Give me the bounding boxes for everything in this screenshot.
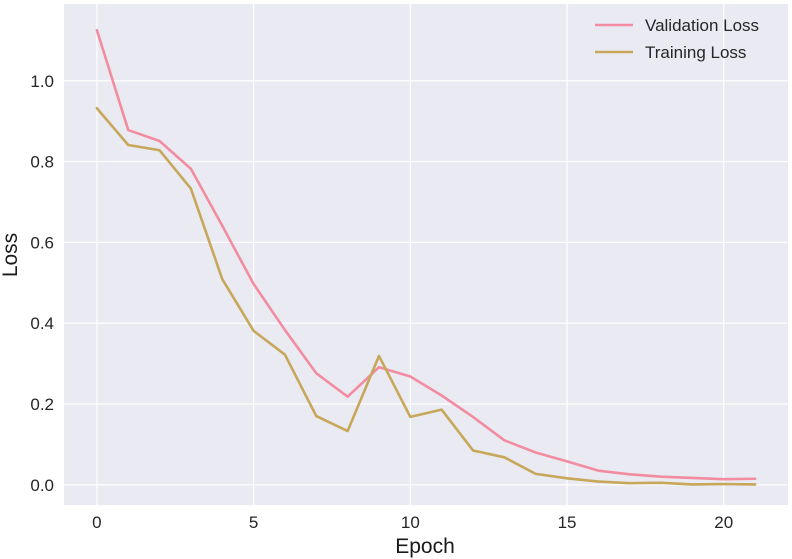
legend-label: Validation Loss bbox=[645, 16, 759, 35]
x-tick-label: 5 bbox=[249, 513, 258, 532]
series-line-2 bbox=[95, 106, 757, 486]
legend-label: Training Loss bbox=[645, 43, 746, 62]
y-tick-labels: 0.0 0.2 0.4 0.6 0.8 1.0 bbox=[30, 72, 54, 495]
grid-lines bbox=[64, 4, 788, 505]
series-line-1 bbox=[95, 28, 757, 481]
y-tick-label: 0.6 bbox=[30, 233, 54, 252]
x-tick-label: 15 bbox=[558, 513, 577, 532]
x-axis-title: Epoch bbox=[395, 535, 455, 558]
y-tick-label: 0.0 bbox=[30, 476, 54, 495]
x-tick-labels: 0 5 10 15 20 bbox=[92, 513, 733, 532]
y-tick-label: 0.4 bbox=[30, 314, 54, 333]
y-tick-label: 0.2 bbox=[30, 395, 54, 414]
y-axis-title: Loss bbox=[0, 233, 22, 277]
x-tick-label: 0 bbox=[92, 513, 101, 532]
series-lines bbox=[95, 28, 757, 486]
x-tick-label: 10 bbox=[401, 513, 420, 532]
legend: Validation Loss Training Loss bbox=[595, 16, 759, 62]
plot-background bbox=[64, 4, 788, 505]
x-tick-label: 20 bbox=[714, 513, 733, 532]
y-tick-label: 1.0 bbox=[30, 72, 54, 91]
y-tick-label: 0.8 bbox=[30, 153, 54, 172]
